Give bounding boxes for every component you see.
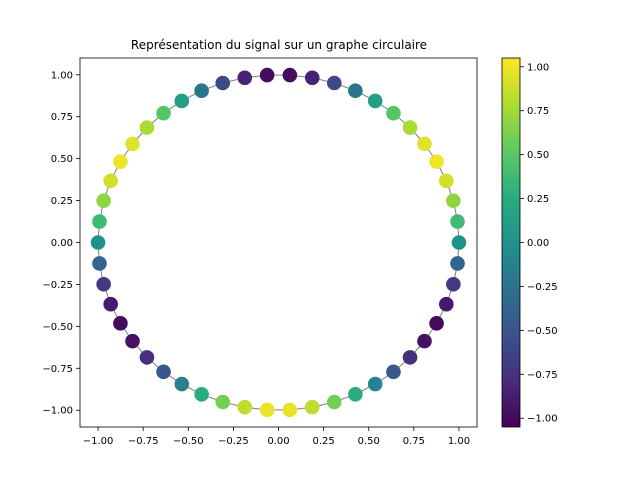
graph-node: [259, 402, 275, 418]
colorbar-gradient: [501, 57, 521, 428]
graph-node: [386, 364, 401, 380]
graph-node: [304, 70, 320, 86]
y-tick-label: 0.50: [51, 154, 73, 165]
graph-node: [446, 276, 461, 292]
graph-node: [194, 83, 209, 99]
graph-node: [367, 93, 383, 109]
graph-node: [125, 136, 140, 152]
y-tick-label: 0.00: [51, 238, 73, 249]
graph-node: [367, 376, 383, 392]
graph-node: [402, 350, 418, 365]
y-tick-label: −0.75: [42, 364, 73, 375]
x-tick-label: −0.50: [173, 436, 204, 447]
x-tick-label: −0.75: [128, 436, 159, 447]
graph-node: [439, 173, 454, 189]
axes-frame: [79, 57, 478, 428]
graph-node: [348, 83, 363, 99]
graph-node: [96, 276, 111, 292]
graph-node: [103, 173, 118, 189]
graph-node: [92, 256, 107, 271]
x-tick-label: −1.00: [83, 436, 114, 447]
colorbar-axis: 1.00 0.75 0.50 0.25 0.00 −0.25 −0.50 −0.75 −1.00: [520, 62, 558, 425]
x-tick-label: 0.00: [267, 436, 289, 447]
graph-node: [348, 386, 363, 402]
graph-node: [417, 333, 432, 349]
x-tick-label: 1.00: [448, 436, 470, 447]
y-tick-label: −1.00: [42, 406, 73, 417]
graph-node: [237, 70, 253, 86]
colorbar-tick-label: 1.00: [527, 62, 549, 73]
y-tick-label: 0.25: [51, 196, 73, 207]
colorbar-tick-label: −0.25: [527, 282, 558, 293]
x-tick-label: 0.75: [403, 436, 425, 447]
graph-node: [103, 296, 118, 312]
graph-node: [429, 154, 444, 169]
graph-node: [326, 75, 342, 91]
graph-node: [96, 193, 111, 209]
graph-node: [417, 136, 432, 152]
graph-node: [139, 350, 155, 365]
colorbar-tick-label: 0.75: [527, 106, 549, 117]
graph-node: [215, 394, 231, 410]
colorbar-tick-label: −0.50: [527, 326, 558, 337]
graph-node: [215, 75, 231, 91]
colorbar-tick-label: 0.00: [527, 238, 549, 249]
graph-node: [125, 333, 140, 349]
graph-node: [174, 376, 190, 392]
colorbar-tick-label: 0.25: [527, 194, 549, 205]
colorbar-tick-label: −1.00: [527, 414, 558, 425]
graph-node: [402, 120, 418, 135]
x-tick-label: −0.25: [218, 436, 249, 447]
graph-node: [259, 67, 275, 83]
graph-node: [156, 105, 171, 121]
y-tick-label: −0.50: [42, 322, 73, 333]
graph-node: [282, 402, 298, 418]
graph-node: [92, 214, 107, 229]
graph-node: [450, 256, 465, 271]
graph-node: [386, 105, 401, 121]
y-tick-label: 0.75: [51, 112, 73, 123]
graph-nodes: [90, 67, 467, 418]
y-tick-label: −0.25: [42, 280, 73, 291]
x-tick-label: 0.25: [312, 436, 334, 447]
graph-node: [174, 93, 190, 109]
y-tick-label: 1.00: [51, 70, 73, 81]
graph-node: [451, 235, 467, 250]
graph-node: [113, 154, 128, 169]
graph-node: [237, 399, 253, 415]
graph-node: [282, 67, 298, 83]
chart-title: Représentation du signal sur un graphe c…: [131, 38, 427, 52]
colorbar: 1.00 0.75 0.50 0.25 0.00 −0.25 −0.50 −0.75 −1.00: [501, 57, 558, 428]
graph-node: [326, 394, 342, 410]
graph-node: [429, 316, 444, 331]
graph-node: [304, 399, 320, 415]
graph-node: [113, 316, 128, 331]
y-axis: 1.00 0.75 0.50 0.25 0.00 −0.25 −0.50 −0.75 −1.00: [42, 70, 80, 417]
graph-node: [139, 120, 155, 135]
plot-area: [79, 57, 478, 428]
graph-node: [156, 364, 171, 380]
graph-node: [90, 235, 106, 250]
graph-node: [446, 193, 461, 209]
x-axis: −1.00 −0.75 −0.50 −0.25 0.00 0.25 0.50 0.75 1.00: [83, 427, 470, 447]
graph-node: [194, 386, 209, 402]
graph-node: [439, 296, 454, 312]
x-tick-label: 0.50: [358, 436, 380, 447]
colorbar-tick-label: 0.50: [527, 150, 549, 161]
graph-node: [450, 214, 465, 229]
colorbar-tick-label: −0.75: [527, 370, 558, 381]
